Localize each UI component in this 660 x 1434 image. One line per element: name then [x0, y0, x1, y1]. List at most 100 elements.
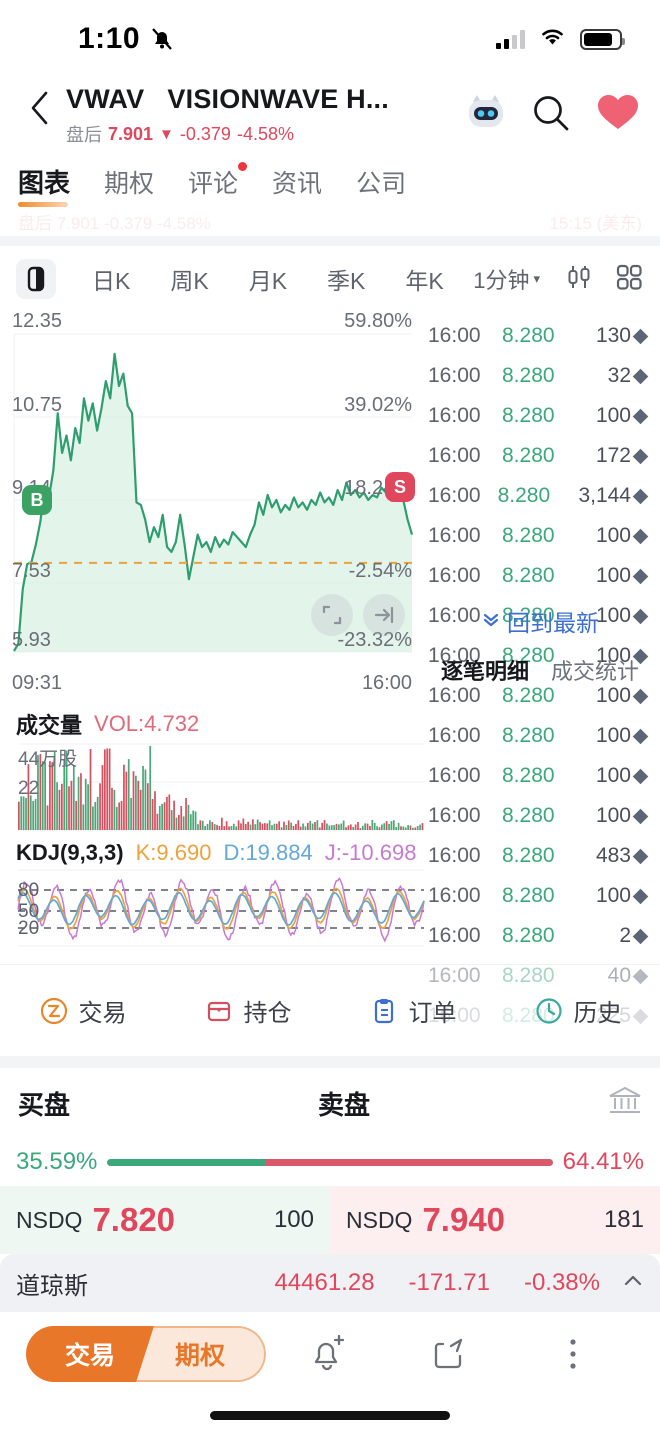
cellular-icon	[496, 29, 525, 49]
y-tick-1: 10.75	[12, 394, 63, 416]
heart-icon[interactable]	[596, 92, 640, 134]
tick-time: 16:00	[428, 924, 481, 947]
bid-exchange: NSDQ	[16, 1206, 83, 1233]
tick-time: 16:00	[428, 724, 481, 747]
table-row[interactable]: 16:00 8.280 100	[420, 636, 660, 676]
chart-period-value: 1分钟	[473, 268, 530, 293]
table-row[interactable]: 16:00 8.280 3,144	[420, 476, 660, 516]
tick-time: 16:00	[428, 324, 481, 347]
back-to-latest-label: 回到最新	[507, 610, 599, 636]
tick-volume: 100	[588, 764, 649, 788]
back-to-latest-button[interactable]: 回到最新	[420, 604, 660, 638]
more-vertical-icon[interactable]	[511, 1334, 634, 1374]
bid-quantity: 100	[273, 1206, 314, 1233]
tab-company[interactable]: 公司	[356, 164, 406, 206]
chart-period-selector[interactable]: 1分钟 ▾	[473, 263, 540, 295]
candlestick-icon[interactable]	[564, 262, 594, 297]
tab-chart[interactable]: 图表	[18, 163, 70, 207]
table-row[interactable]: 16:00 8.280 100	[420, 716, 660, 756]
table-row[interactable]: 16:00 8.280 172	[420, 436, 660, 476]
search-icon[interactable]	[530, 92, 574, 134]
table-row[interactable]: 16:00 8.280 100	[420, 676, 660, 716]
tab-comments-label: 评论	[188, 170, 239, 198]
volume-header: 成交量 VOL:4.732	[0, 702, 660, 742]
chart-period-year[interactable]: 年K	[405, 268, 444, 294]
table-row[interactable]: 16:00 8.280 100	[420, 756, 660, 796]
tick-time: 16:00	[428, 524, 481, 547]
back-button[interactable]	[18, 82, 62, 134]
page-title: VWAV VISIONWAVE H...	[66, 84, 464, 115]
trade-direction-icon	[632, 528, 649, 544]
volume-y-tick-0: 44万股	[18, 749, 78, 770]
table-row[interactable]: 16:00 8.280 100	[420, 876, 660, 916]
grid-four-icon[interactable]	[614, 262, 644, 297]
tick-price: 8.280	[502, 444, 555, 467]
table-row[interactable]: 16:00 8.280 40	[420, 956, 660, 996]
bell-plus-icon[interactable]	[266, 1334, 389, 1374]
kdj-k-value: K:9.690	[135, 840, 212, 865]
tick-time: 16:00	[428, 884, 481, 907]
page-header: VWAV VISIONWAVE H... 盘后 7.901 ▼ -0.379 -…	[0, 78, 660, 152]
table-row[interactable]: 16:00 8.280 2	[420, 916, 660, 956]
chevron-up-icon[interactable]	[622, 1272, 644, 1295]
chevron-down-icon: ▾	[533, 271, 540, 286]
kdj-chart[interactable]: 80 50 20	[16, 868, 436, 950]
nav-trade-button[interactable]: 交易	[26, 1326, 154, 1382]
jump-latest-button[interactable]	[363, 594, 405, 636]
trade-direction-icon	[632, 968, 649, 984]
volume-value: VOL:4.732	[94, 711, 200, 736]
buy-ratio-label: 35.59%	[16, 1148, 98, 1175]
header-actions	[464, 82, 640, 134]
price-chart[interactable]: 12.35 10.75 9.14 7.53 5.93 59.80% 39.02%…	[0, 310, 420, 697]
tick-time: 16:00	[428, 644, 481, 667]
volume-chart[interactable]: 44万股 22	[16, 742, 436, 834]
candle-mode-icon[interactable]	[16, 259, 56, 299]
kdj-level-50: 50	[18, 901, 40, 922]
tick-volume: 2	[588, 924, 649, 948]
table-row[interactable]: 16:00 8.280 130	[420, 316, 660, 356]
action-positions-label: 持仓	[243, 1000, 292, 1027]
title-block: VWAV VISIONWAVE H... 盘后 7.901 ▼ -0.379 -…	[62, 82, 464, 147]
tab-trade-stats[interactable]: 成交统计	[550, 659, 639, 684]
table-row[interactable]: 16:00 8.280 100	[420, 796, 660, 836]
table-row[interactable]: 16:00 8.280 32	[420, 356, 660, 396]
tick-list[interactable]: 16:00 8.280 130 16:00 8.280 32 16:00 8.280 100 16…	[420, 312, 660, 1027]
y-tick-4: 5.93	[12, 629, 51, 651]
chart-period-quarter[interactable]: 季K	[327, 268, 366, 294]
buy-marker-pin[interactable]: B	[22, 485, 52, 532]
exchange-bank-icon[interactable]	[608, 1085, 642, 1122]
index-ticker-bar[interactable]: 道琼斯 44461.28 -171.71 -0.38%	[0, 1254, 660, 1312]
action-orders[interactable]: 订单	[330, 993, 495, 1028]
trade-direction-icon	[632, 848, 649, 864]
action-history[interactable]: 历史	[495, 993, 660, 1028]
table-row[interactable]: 16:00 8.280 225	[420, 996, 660, 1036]
tab-options[interactable]: 期权	[104, 164, 154, 206]
tick-volume: 100	[588, 804, 649, 828]
tab-news[interactable]: 资讯	[272, 164, 322, 206]
ask-price: 7.940	[422, 1201, 506, 1238]
nav-options-button[interactable]: 期权	[136, 1326, 266, 1382]
bid-row[interactable]: NSDQ 7.820 100	[0, 1186, 330, 1254]
tick-volume: 225	[588, 1004, 649, 1028]
chart-period-month[interactable]: 月K	[248, 268, 288, 294]
ask-row[interactable]: NSDQ 7.940 181	[330, 1186, 660, 1254]
chart-period-day[interactable]: 日K	[92, 268, 131, 294]
chart-period-week[interactable]: 周K	[170, 268, 209, 294]
volume-title: 成交量	[16, 713, 83, 738]
table-row[interactable]: 16:00 8.280 483	[420, 836, 660, 876]
trade-direction-icon	[632, 408, 649, 424]
fullscreen-button[interactable]	[311, 594, 353, 636]
action-trade[interactable]: 交易	[0, 993, 165, 1028]
tab-tick-detail[interactable]: 逐笔明细	[440, 659, 529, 684]
tick-time: 16:00	[428, 604, 481, 627]
share-icon[interactable]	[389, 1334, 512, 1374]
table-row[interactable]: 16:00 8.280 100	[420, 556, 660, 596]
action-positions[interactable]: 持仓	[165, 993, 330, 1028]
table-row[interactable]: 16:00 8.280 100	[420, 396, 660, 436]
table-row[interactable]: 16:00 8.280 100	[420, 516, 660, 556]
sell-marker-pin[interactable]: S	[385, 472, 415, 519]
tab-comments[interactable]: 评论	[188, 162, 248, 206]
table-row[interactable]: 16:00 8.280 100	[420, 596, 660, 636]
buy-sell-ratio-bar	[107, 1158, 553, 1166]
robot-avatar-icon[interactable]	[464, 92, 508, 134]
